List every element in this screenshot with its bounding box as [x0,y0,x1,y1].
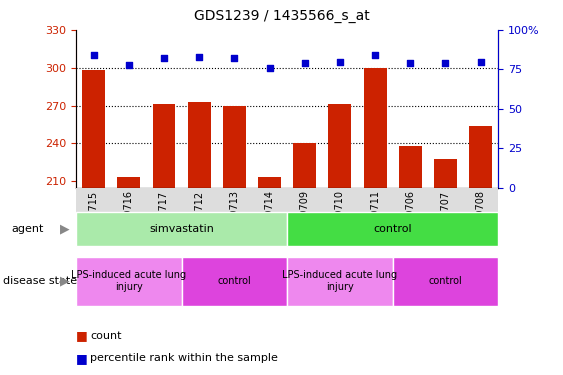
Point [406,60,415,66]
Text: GSM29707: GSM29707 [440,190,450,243]
Bar [364,68,387,188]
Text: GSM29717: GSM29717 [159,190,169,243]
Point [300,60,309,66]
Text: ■: ■ [76,352,88,364]
Point [265,65,274,71]
Text: GSM29708: GSM29708 [476,190,486,243]
Bar [117,177,140,188]
Text: control: control [217,276,251,286]
Point [230,56,239,62]
Point [89,52,98,58]
Text: GSM29715: GSM29715 [88,190,99,243]
Text: GSM29714: GSM29714 [265,190,275,243]
Bar [469,126,492,188]
Bar [82,70,105,188]
Text: ▶: ▶ [60,222,70,235]
Text: GSM29706: GSM29706 [405,190,415,243]
Point [336,58,345,64]
Text: control: control [373,224,412,234]
Text: GSM29713: GSM29713 [229,190,239,243]
Text: simvastatin: simvastatin [149,224,214,234]
Text: ■: ■ [76,329,88,342]
Bar [76,212,287,246]
Text: GSM29709: GSM29709 [300,190,310,243]
Bar [287,257,393,306]
Bar [223,106,246,188]
Text: GDS1239 / 1435566_s_at: GDS1239 / 1435566_s_at [194,9,369,23]
Text: GSM29716: GSM29716 [124,190,134,243]
Text: LPS-induced acute lung
injury: LPS-induced acute lung injury [72,270,186,292]
Text: control: control [428,276,462,286]
Point [124,62,133,68]
Bar [393,257,498,306]
Point [476,58,485,64]
Text: agent: agent [11,224,44,234]
Text: count: count [90,331,122,340]
Text: percentile rank within the sample: percentile rank within the sample [90,353,278,363]
Bar [258,177,281,188]
Bar [328,104,351,188]
Point [370,52,379,58]
Point [195,54,204,60]
Bar [434,159,457,188]
Bar [181,257,287,306]
Text: GSM29710: GSM29710 [335,190,345,243]
Text: ▶: ▶ [60,275,70,288]
Text: disease state: disease state [3,276,77,286]
Text: GSM29711: GSM29711 [370,190,380,243]
Text: LPS-induced acute lung
injury: LPS-induced acute lung injury [283,270,397,292]
Bar [76,257,181,306]
Bar [153,104,176,188]
Bar [287,212,498,246]
Bar [187,102,211,188]
Point [441,60,450,66]
Point [159,56,168,62]
Text: GSM29712: GSM29712 [194,190,204,243]
Bar [293,143,316,188]
Bar [399,146,422,188]
